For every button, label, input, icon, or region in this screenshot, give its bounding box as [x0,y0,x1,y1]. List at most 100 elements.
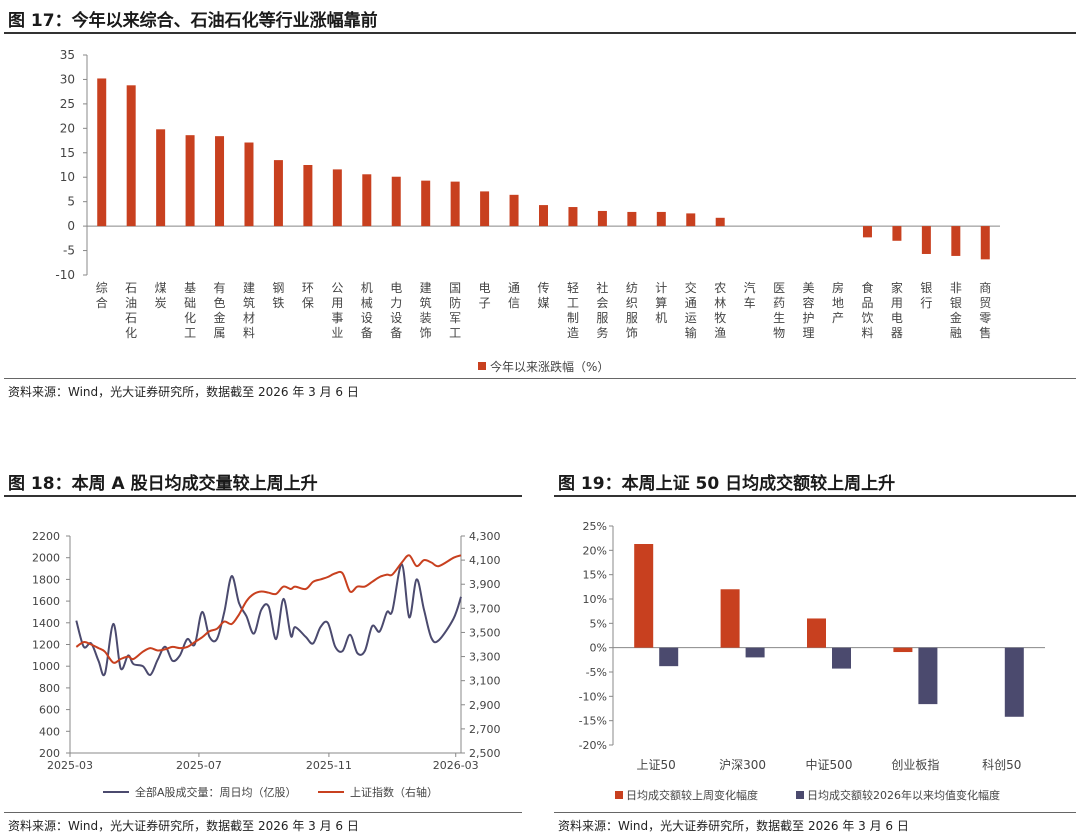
fig18-right-tick-label: 3,900 [469,578,501,591]
fig17-bar [156,129,166,227]
fig17-category-label: 有 [214,281,226,295]
fig17-bar [627,211,637,227]
fig17-bar [362,174,372,227]
fig18-right-tick-label: 3,700 [469,602,501,615]
fig17-category-label: 煤 [155,281,167,295]
fig17-ytick-label: 30 [60,72,75,86]
fig17-bar [980,226,990,260]
fig17-source-rule [4,378,1076,379]
fig17-category-label: 炭 [155,296,167,310]
fig17-category-label: 行 [920,296,932,310]
fig17-ytick-label: -5 [63,244,75,258]
fig17-category-label: 料 [861,326,873,340]
fig19-bar-ytd [745,647,765,658]
fig17-category-label: 社 [596,280,608,295]
fig17-category-label: 础 [184,296,196,310]
fig17-category-label: 器 [891,326,903,340]
fig17-category-label: 机 [655,311,667,325]
fig17-category-label: 制 [567,311,579,325]
fig17-category-label: 工 [567,296,579,310]
fig18-source-rule [4,812,522,813]
fig19-legend-label: 日均成交额较上周变化幅度 [626,788,758,802]
fig17-category-label: 饰 [420,326,432,340]
fig19-source-rule [554,812,1076,813]
fig17-bar [244,142,254,227]
fig17-bar [450,181,460,227]
fig17-category-label: 防 [449,295,461,310]
fig17-category-label: 装 [420,311,432,325]
fig17-title-rule [4,32,1076,34]
fig18-left-tick-label: 800 [39,682,60,695]
fig17-category-label: 通 [685,296,697,310]
fig17-category-label: 融 [950,326,962,340]
fig17-category-label: 筑 [420,295,432,310]
fig18-x-tick-label: 2025-07 [176,759,222,772]
fig17-bar [921,226,931,254]
fig18-legend-label: 全部A股成交量：周日均（亿股） [135,785,297,799]
fig19-category-label: 创业板指 [891,757,939,772]
fig17-category-label: 计 [655,281,667,295]
fig17-bar [421,180,431,227]
fig18-left-tick-label: 1800 [32,573,60,586]
fig17-category-label: 建 [420,281,432,295]
fig17-category-label: 造 [567,326,579,340]
fig17-category-label: 物 [773,326,785,340]
fig17-category-label: 信 [508,296,520,310]
fig17-category-label: 军 [449,311,461,325]
fig17-source: 资料来源：Wind，光大证券研究所，数据截至 2026 年 3 月 6 日 [8,385,359,399]
fig17-category-label: 用 [891,296,903,310]
fig17-category-label: 钢 [272,281,284,295]
fig17-ytick-label: 25 [60,97,75,111]
fig17-category-label: 工 [184,326,196,340]
fig19-bar-weekly [807,618,826,648]
fig17-category-label: 电 [390,281,402,295]
fig17-category-label: 电 [479,281,491,295]
fig18-x-tick-label: 2025-03 [47,759,93,772]
fig17-category-label: 房 [832,280,844,295]
fig17-category-label: 化 [125,326,137,340]
fig17-bar [951,226,961,256]
fig17-category-label: 通 [508,281,520,295]
fig17-category-label: 媒 [537,296,549,310]
fig17-category-label: 备 [361,326,373,340]
fig18-right-tick-label: 3,100 [469,675,501,688]
fig18-right-tick-label: 2,700 [469,723,501,736]
fig17-category-label: 金 [950,310,962,325]
fig17-category-label: 业 [331,326,343,340]
fig18-title-rule [4,495,522,497]
fig18-left-tick-label: 400 [39,725,60,738]
fig17-category-label: 护 [803,311,815,325]
fig17-category-label: 家 [891,280,903,295]
fig17-bar [480,191,490,227]
fig17-category-label: 服 [626,311,638,325]
fig19-bar-weekly [893,647,913,653]
fig19-ytick-label: 15% [583,569,607,582]
fig17-ytick-label: 10 [60,170,75,184]
fig18-volume-line [75,563,462,677]
fig19-ytick-label: -15% [579,715,607,728]
fig19-ytick-label: 5% [590,617,607,630]
fig17-category-label: 交 [685,280,697,295]
fig17-category-label: 织 [626,296,638,310]
fig17-category-label: 化 [184,311,196,325]
fig17-category-label: 力 [390,296,402,310]
fig17-bar [715,217,725,227]
fig18-index-line [75,554,462,664]
fig18-left-tick-label: 2200 [32,530,60,543]
fig19-ytick-label: 0% [590,642,607,655]
fig17-category-label: 务 [596,325,608,340]
fig18-left-tick-label: 1400 [32,617,60,630]
fig19-bar-ytd [918,647,938,705]
fig17-category-label: 会 [596,296,608,310]
fig18-title: 图 18：本周 A 股日均成交量较上周上升 [8,474,318,494]
fig17-category-label: 理 [803,326,815,340]
fig17-ytick-label: 15 [60,146,75,160]
fig17-category-label: 运 [685,311,697,325]
fig18-source: 资料来源：Wind，光大证券研究所，数据截至 2026 年 3 月 6 日 [8,819,359,833]
fig17-category-label: 综 [96,281,108,295]
fig17-category-label: 基 [184,281,196,295]
fig17-category-label: 农 [714,281,726,295]
fig18-right-tick-label: 3,500 [469,626,501,639]
fig17-category-label: 子 [479,296,491,310]
